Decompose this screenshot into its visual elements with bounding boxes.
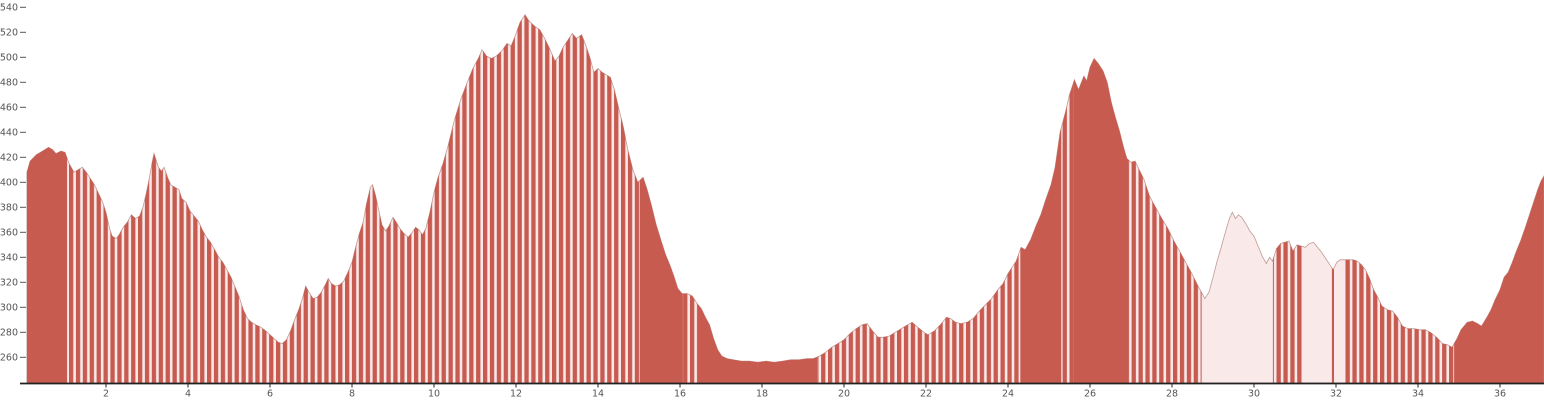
y-tick-label: 340: [0, 253, 18, 264]
y-tick-label: 300: [0, 303, 18, 314]
x-tick-label: 34: [1412, 389, 1424, 400]
x-axis-ticks: 2 4 6 8 10 12 14 16 18 20 22 24 26 28 30 32 34 36: [103, 383, 1506, 400]
x-tick-label: 32: [1330, 389, 1342, 400]
x-tick-label: 14: [592, 389, 604, 400]
fill-segment-solid: [1454, 14, 1544, 383]
fill-segment-solid: [1073, 14, 1129, 383]
y-tick-label: 540: [0, 3, 18, 14]
fill-segment-solid: [1331, 14, 1334, 383]
y-axis-ticks: 260 280 300 320 340 360 380 400 420 440 460 480 500 5…: [0, 3, 26, 364]
y-tick-label: 500: [0, 53, 18, 64]
x-tick-label: 30: [1248, 389, 1260, 400]
y-tick-label: 440: [0, 128, 18, 139]
x-tick-label: 10: [428, 389, 440, 400]
x-tick-label: 16: [674, 389, 686, 400]
x-tick-label: 26: [1084, 389, 1096, 400]
x-tick-label: 18: [756, 389, 768, 400]
fill-segment-striped: [1272, 14, 1302, 383]
fill-segment-solid: [639, 14, 683, 383]
y-tick-label: 400: [0, 178, 18, 189]
y-tick-label: 320: [0, 278, 18, 289]
y-tick-label: 460: [0, 103, 18, 114]
x-tick-label: 4: [185, 389, 191, 400]
fill-segment-striped: [817, 14, 1021, 383]
x-tick-label: 8: [349, 389, 355, 400]
x-tick-label: 12: [510, 389, 522, 400]
fill-segment-striped: [67, 14, 640, 383]
x-tick-label: 28: [1166, 389, 1178, 400]
y-tick-label: 520: [0, 28, 18, 39]
y-tick-label: 480: [0, 78, 18, 89]
x-tick-label: 22: [920, 389, 932, 400]
x-tick-label: 36: [1494, 389, 1506, 400]
x-tick-label: 2: [103, 389, 109, 400]
fill-segment-striped: [1061, 14, 1074, 383]
y-tick-label: 380: [0, 203, 18, 214]
y-tick-label: 260: [0, 353, 18, 364]
fill-segment-striped: [1129, 14, 1202, 383]
y-tick-label: 360: [0, 228, 18, 239]
y-tick-label: 420: [0, 153, 18, 164]
x-tick-label: 6: [267, 389, 273, 400]
y-tick-label: 280: [0, 328, 18, 339]
fill-segment-striped: [1344, 14, 1455, 383]
x-tick-label: 20: [838, 389, 850, 400]
fill-segment-solid: [697, 14, 818, 383]
fill-segment-solid: [1020, 14, 1062, 383]
fill-segment-solid: [26, 14, 68, 383]
x-tick-label: 24: [1002, 389, 1014, 400]
fill-segment-striped: [682, 14, 698, 383]
